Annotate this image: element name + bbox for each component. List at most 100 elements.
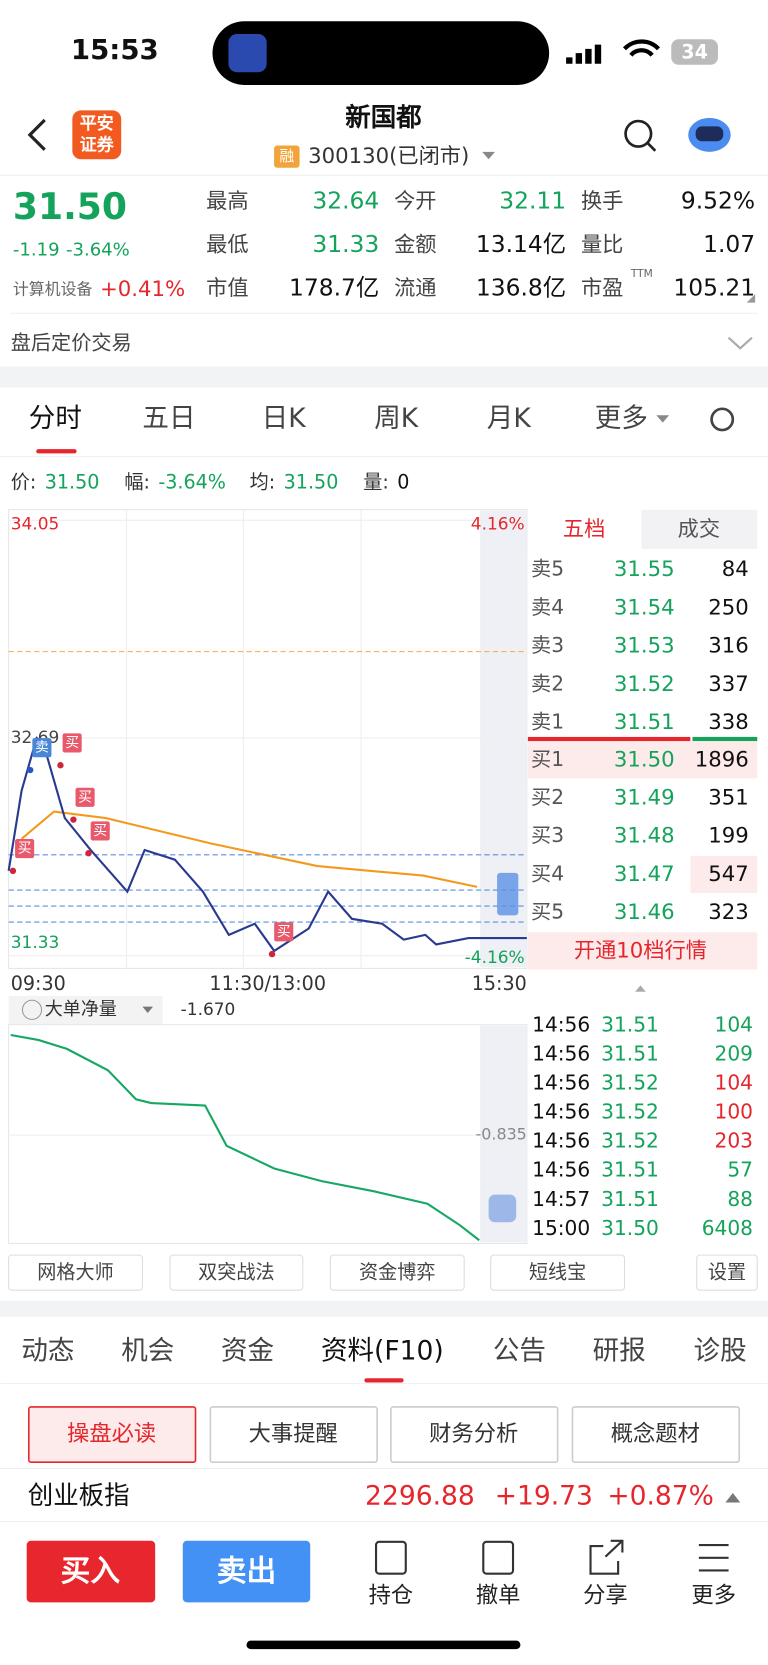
- tool-button[interactable]: [329, 1254, 465, 1291]
- info-tab[interactable]: 机会: [121, 1335, 174, 1366]
- position-icon[interactable]: [374, 1540, 407, 1575]
- stat-label: 流通: [394, 276, 436, 301]
- sub-tab-label: 操盘必读: [67, 1421, 156, 1447]
- sell-button[interactable]: [182, 1540, 311, 1603]
- expand-arrow[interactable]: [725, 1492, 741, 1503]
- fullscreen-button[interactable]: [488, 1194, 517, 1223]
- stat-value: 136.8亿: [476, 273, 566, 301]
- flow-value: -1.670: [181, 1000, 236, 1020]
- chart-tab[interactable]: 日K: [262, 403, 307, 434]
- upgrade-link[interactable]: 开通10档行情: [574, 938, 707, 963]
- order-tab[interactable]: 成交: [678, 517, 720, 542]
- dropdown-arrow[interactable]: [482, 151, 495, 160]
- action-label[interactable]: 持仓: [369, 1582, 414, 1608]
- flow-frame: [8, 1024, 528, 1244]
- info-tab[interactable]: 资料(F10): [321, 1335, 444, 1366]
- action-label[interactable]: 更多: [691, 1582, 736, 1608]
- sector-name[interactable]: 计算机设备: [13, 279, 93, 298]
- badge: [274, 145, 300, 168]
- trade-volume: 57: [727, 1158, 753, 1182]
- tool-button[interactable]: [490, 1254, 626, 1291]
- buy-button[interactable]: [26, 1540, 156, 1603]
- chart-tab[interactable]: 周K: [374, 403, 419, 434]
- trade-volume: 104: [715, 1012, 753, 1036]
- stat-value: 9.52%: [681, 186, 755, 214]
- info-label: 量:: [363, 471, 389, 494]
- chart-tab[interactable]: 更多: [595, 403, 648, 434]
- expand-button[interactable]: [497, 872, 519, 916]
- book-label: 卖5: [531, 557, 564, 581]
- book-price: 31.49: [614, 786, 675, 811]
- y-tick-label: -0.835: [476, 1125, 527, 1144]
- sub-tab[interactable]: [571, 1406, 740, 1463]
- back-button[interactable]: [27, 118, 46, 151]
- order-tab[interactable]: 五档: [563, 517, 605, 542]
- book-label: 卖2: [531, 671, 564, 695]
- tool-button[interactable]: [169, 1254, 304, 1291]
- signal-label: 买: [93, 823, 107, 839]
- info-icon[interactable]: [21, 999, 43, 1020]
- upgrade-bar[interactable]: [527, 932, 758, 970]
- after-hours-link[interactable]: 盘后定价交易: [11, 331, 132, 355]
- signal-label: 买: [78, 789, 92, 805]
- flow-line: [10, 1033, 480, 1242]
- info-tab[interactable]: 动态: [21, 1335, 74, 1366]
- status-time: 15:53: [71, 33, 159, 66]
- average-line: [20, 810, 478, 888]
- action-label[interactable]: 撤单: [476, 1582, 521, 1608]
- signal-tag: [75, 787, 95, 807]
- book-label: 买1: [531, 747, 564, 771]
- sub-tab-label: 财务分析: [429, 1421, 518, 1447]
- trade-price: 31.52: [601, 1070, 659, 1094]
- sub-tab-label: 概念题材: [611, 1421, 700, 1447]
- share-icon[interactable]: [589, 1539, 624, 1575]
- trade-volume: 88: [727, 1187, 753, 1211]
- sub-tab[interactable]: [209, 1406, 378, 1463]
- stat-label: 量比: [581, 232, 623, 257]
- sub-tab[interactable]: [390, 1406, 559, 1463]
- chart-tab[interactable]: 五日: [142, 403, 195, 434]
- sector-change: +0.41%: [100, 277, 185, 302]
- info-tab[interactable]: 诊股: [694, 1335, 747, 1366]
- collapse-arrow[interactable]: [635, 985, 646, 992]
- dropdown-arrow[interactable]: [656, 415, 670, 423]
- stat-value: 178.7亿: [289, 273, 379, 301]
- info-tab[interactable]: 资金: [221, 1335, 274, 1366]
- trade-price: 31.51: [601, 1187, 659, 1211]
- chart-tab[interactable]: 分时: [29, 403, 82, 434]
- signal-dot: [268, 950, 276, 958]
- sub-tab[interactable]: [28, 1406, 197, 1463]
- tab-underline: [36, 449, 77, 454]
- action-label[interactable]: 分享: [583, 1582, 628, 1608]
- tool-button[interactable]: [696, 1254, 758, 1291]
- section-gap: [0, 366, 768, 388]
- book-price: 31.51: [614, 710, 675, 735]
- signal-dot: [9, 867, 17, 875]
- trade-volume: 6408: [702, 1216, 753, 1240]
- index-change: +19.73: [495, 1481, 593, 1512]
- settings-icon[interactable]: [710, 407, 735, 432]
- expand-chevron[interactable]: [727, 336, 753, 350]
- search-icon[interactable]: [624, 119, 653, 148]
- sub-tab-label: 大事提醒: [249, 1421, 338, 1447]
- corner-mark: [746, 294, 756, 303]
- index-name[interactable]: 创业板指: [28, 1481, 130, 1511]
- info-tab[interactable]: 公告: [493, 1335, 546, 1366]
- chart-tab[interactable]: 月K: [487, 403, 532, 434]
- cancel-icon[interactable]: [482, 1540, 515, 1575]
- logo-text: 证券: [80, 134, 115, 155]
- book-price: 31.55: [614, 557, 675, 582]
- stat-value: 105.21: [673, 273, 755, 301]
- info-tab[interactable]: 研报: [593, 1335, 646, 1366]
- tool-button[interactable]: [8, 1254, 143, 1291]
- book-volume: 316: [708, 634, 749, 659]
- dropdown-arrow[interactable]: [142, 1006, 154, 1014]
- flow-label[interactable]: 大单净量: [45, 999, 117, 1020]
- signal-tag: [62, 733, 82, 753]
- bid-bar: [692, 736, 758, 742]
- signal-icon: [566, 44, 602, 64]
- trade-time: 14:56: [532, 1100, 590, 1124]
- signal-dot: [27, 766, 34, 774]
- more-icon[interactable]: [698, 1543, 729, 1572]
